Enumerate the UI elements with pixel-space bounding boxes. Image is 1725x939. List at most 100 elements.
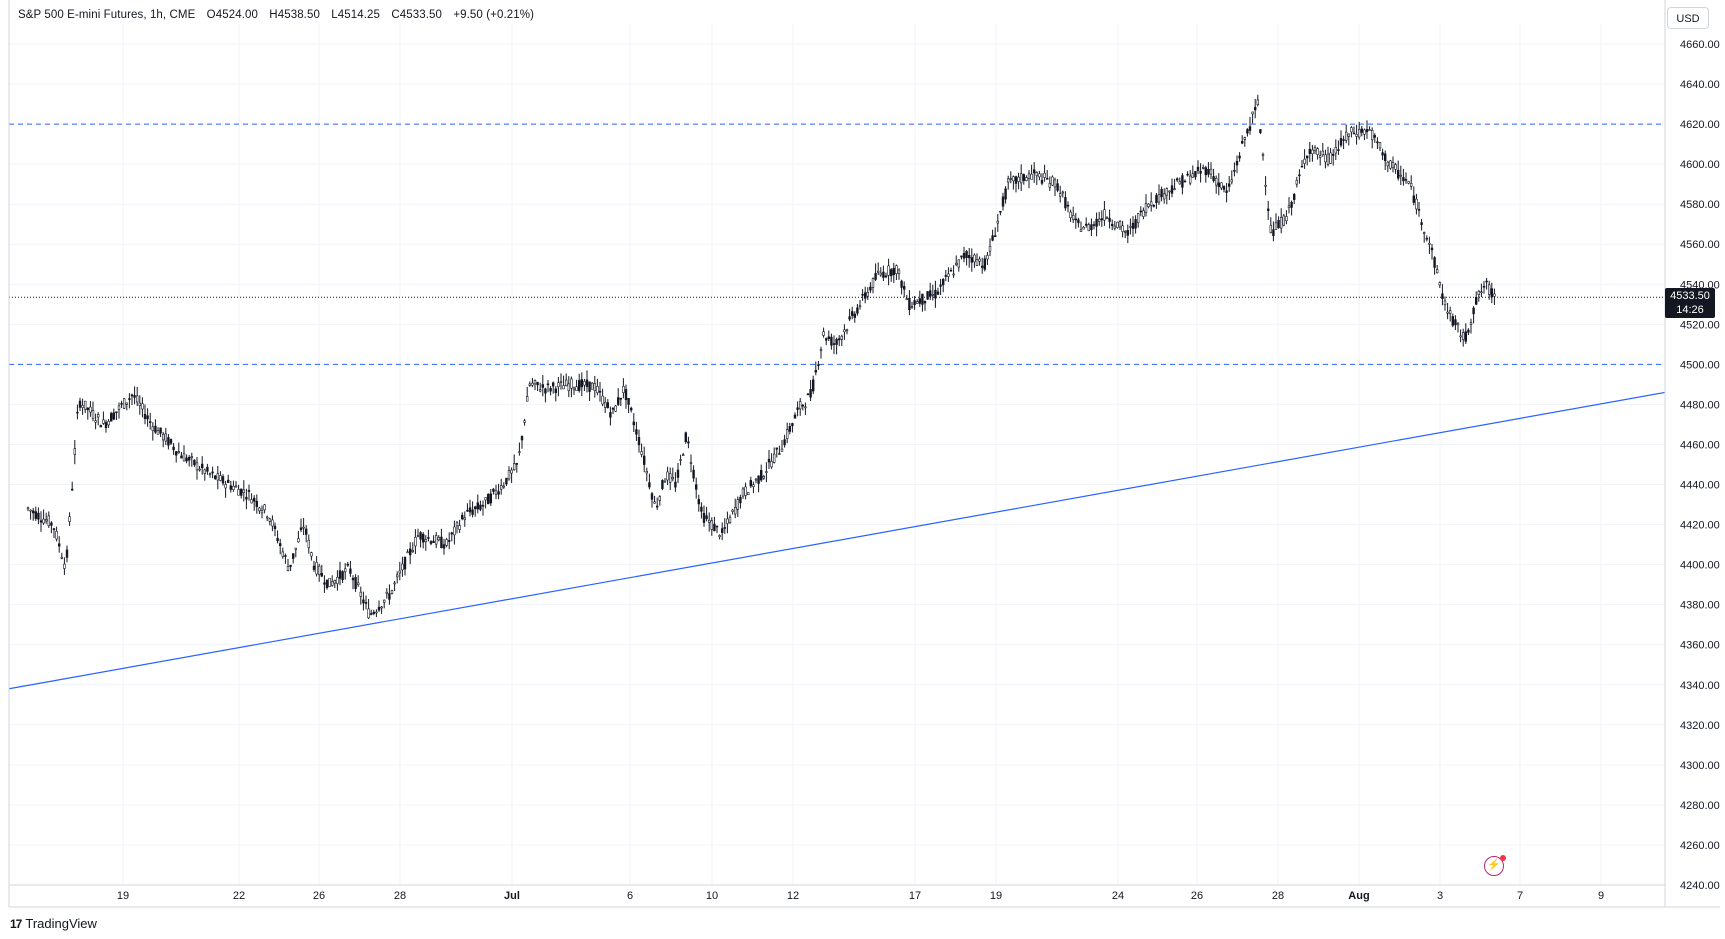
candle-body <box>1386 161 1390 167</box>
candle-body <box>824 338 828 341</box>
candle-body <box>975 259 979 266</box>
candle-body <box>1204 167 1208 176</box>
candle-body <box>299 527 303 531</box>
lightning-alert-icon[interactable]: ⚡ <box>1484 855 1506 876</box>
candle-body <box>356 582 360 586</box>
candle-body <box>1043 172 1046 178</box>
candle-body <box>164 433 167 442</box>
candle-body <box>177 451 180 454</box>
candle-body <box>84 400 87 410</box>
candle-body <box>1022 174 1026 181</box>
candle-body <box>897 269 901 275</box>
candle-body <box>1012 176 1015 182</box>
tradingview-brand[interactable]: 17 TradingView <box>10 916 97 931</box>
candle-body <box>905 298 909 300</box>
y-tick-label: 4240.00 <box>1680 880 1720 892</box>
candle-body <box>1170 185 1174 194</box>
candle-body <box>453 526 456 536</box>
candle-body <box>1308 148 1312 154</box>
candle-body <box>206 466 209 472</box>
candle-body <box>372 611 375 614</box>
candle-body <box>1053 179 1057 188</box>
candle-body <box>1254 106 1257 111</box>
candle-body <box>1030 173 1033 180</box>
candle-body <box>455 522 459 527</box>
candle-body <box>343 568 347 573</box>
candle-body <box>130 394 134 397</box>
candle-body <box>806 393 810 396</box>
candle-body <box>1238 155 1241 159</box>
candle-body <box>700 506 703 512</box>
candle-body <box>1082 226 1085 230</box>
candle-body <box>175 451 178 456</box>
candle-body <box>68 516 71 522</box>
candle-body <box>284 555 287 557</box>
candle-body <box>962 253 966 259</box>
candle-body <box>1183 180 1187 183</box>
candle-body <box>775 447 779 450</box>
candle-body <box>879 272 883 276</box>
candle-body <box>676 469 680 478</box>
candle-body <box>330 581 334 586</box>
candle-body <box>752 484 755 487</box>
candle-body <box>377 607 381 611</box>
candle-body <box>1493 293 1496 297</box>
candle-body <box>936 291 940 295</box>
candle-body <box>232 486 235 490</box>
candle-body <box>159 427 162 434</box>
candle-body <box>1342 139 1345 141</box>
candle-body <box>484 497 487 501</box>
candle-body <box>1363 129 1366 135</box>
currency-button[interactable]: USD <box>1667 7 1709 29</box>
candle-body <box>133 395 136 398</box>
y-tick-label: 4300.00 <box>1680 760 1720 772</box>
candle-body <box>1027 173 1031 180</box>
candle-body <box>1391 162 1395 169</box>
candle-body <box>666 471 669 481</box>
candle-body <box>375 611 378 614</box>
candle-body <box>687 441 690 444</box>
candle-body <box>73 448 77 455</box>
candle-body <box>247 490 251 492</box>
candle-body <box>908 297 911 311</box>
candle-body <box>34 511 38 519</box>
candle-body <box>398 570 401 574</box>
candle-body <box>863 292 867 299</box>
candle-body <box>889 269 893 277</box>
candle-body <box>47 515 51 526</box>
x-tick-label: 26 <box>313 890 325 902</box>
candle-body <box>401 563 404 571</box>
trendline[interactable] <box>8 391 1666 690</box>
x-tick-label: 9 <box>1598 890 1604 902</box>
candle-body <box>1404 179 1408 181</box>
candle-body <box>445 539 448 546</box>
candle-body <box>1376 141 1379 144</box>
candle-body <box>1087 224 1091 232</box>
candle-body <box>733 507 737 515</box>
candle-body <box>117 405 121 410</box>
candle-body <box>970 257 974 263</box>
candle-body <box>788 426 792 432</box>
candle-body <box>1410 183 1413 187</box>
candle-body <box>637 437 641 446</box>
candle-body <box>281 551 284 557</box>
candle-body <box>770 461 773 468</box>
candle-body <box>749 480 753 487</box>
candle-body <box>510 469 513 474</box>
candle-body <box>1371 129 1374 141</box>
candle-body <box>1469 322 1473 325</box>
x-tick-label: 6 <box>627 890 633 902</box>
candle-body <box>1399 174 1403 177</box>
candle-body <box>876 270 880 273</box>
candle-body <box>63 563 66 569</box>
candle-body <box>1350 127 1353 133</box>
candle-body <box>388 593 391 600</box>
candle-body <box>796 407 799 410</box>
candle-body <box>1451 316 1455 326</box>
candle-body <box>564 379 568 387</box>
candle-body <box>1329 152 1332 164</box>
candle-body <box>39 520 43 523</box>
candle-body <box>645 471 649 474</box>
candle-body <box>609 412 612 418</box>
